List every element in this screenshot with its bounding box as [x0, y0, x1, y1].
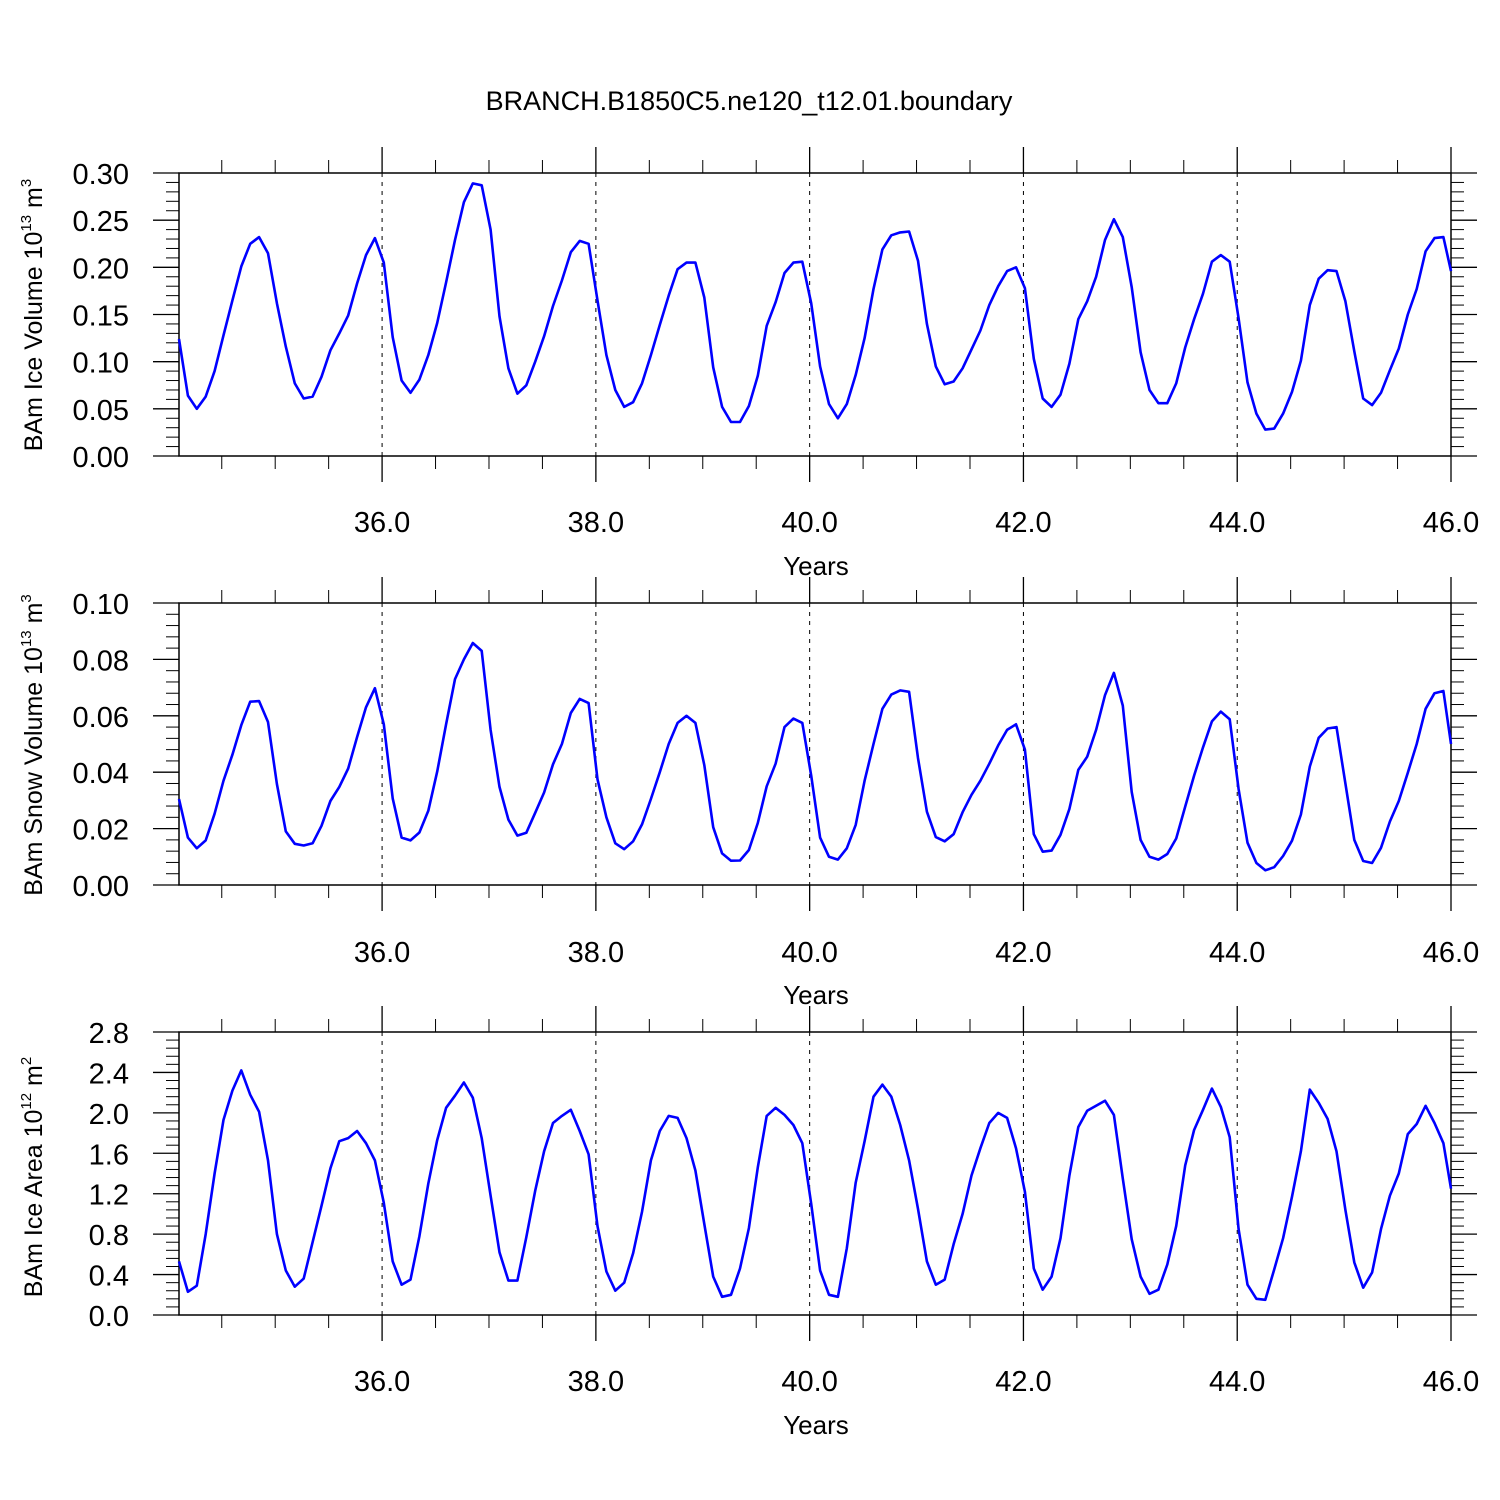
y-tick-label: 0.02	[73, 815, 129, 847]
y-tick-label: 1.6	[89, 1139, 129, 1171]
y-tick-label: 0.10	[73, 589, 129, 621]
y-tick-label: 0.0	[89, 1301, 129, 1333]
y-tick-label: 0.20	[73, 253, 129, 285]
x-tick-label: 36.0	[354, 937, 410, 969]
x-tick-label: 42.0	[995, 1366, 1051, 1398]
plot-frame	[178, 1031, 1452, 1316]
y-axis-title-unit-exponent: 3	[18, 179, 35, 187]
y-tick-label: 2.8	[89, 1018, 129, 1050]
series-line	[177, 641, 1453, 872]
y-axis-title: BAm Ice Volume 1013 m3	[18, 179, 48, 451]
x-tick-label: 46.0	[1423, 507, 1479, 539]
x-tick-label: 46.0	[1423, 937, 1479, 969]
y-tick-label: 0.25	[73, 206, 129, 238]
y-axis-title-unit: m	[20, 187, 48, 215]
y-axis-title: BAm Ice Area 1012 m2	[18, 1057, 48, 1297]
y-axis-title-unit: m	[20, 603, 48, 631]
x-tick-label: 46.0	[1423, 1366, 1479, 1398]
x-tick-label: 38.0	[568, 937, 624, 969]
x-tick-label: 38.0	[568, 507, 624, 539]
panel-snow-volume: 36.0 38.0 40.0 42.0 44.0 46.0 0.00 0.02 0.04 0.06…	[18, 577, 1479, 1010]
x-tick-label: 44.0	[1209, 507, 1265, 539]
x-tick-label: 40.0	[781, 507, 837, 539]
y-tick-label: 0.08	[73, 645, 129, 677]
x-tick-label: 36.0	[354, 1366, 410, 1398]
y-tick-label: 0.00	[73, 442, 129, 474]
y-axis-title-unit-exponent: 3	[18, 594, 35, 602]
y-axis-title-exponent: 13	[18, 630, 35, 647]
panel-ice-area: 36.0 38.0 40.0 42.0 44.0 46.0 0.0 0.4 0.8 1.2 1.6 2…	[18, 1006, 1479, 1440]
x-tick-label: 40.0	[781, 937, 837, 969]
y-tick-label: 0.05	[73, 395, 129, 427]
y-tick-label: 0.06	[73, 702, 129, 734]
y-axis-title-unit-exponent: 2	[18, 1057, 35, 1065]
x-tick-label: 42.0	[995, 507, 1051, 539]
plot-frame	[178, 172, 1452, 457]
y-axis-title-exponent: 12	[18, 1093, 35, 1110]
series-line	[177, 1069, 1453, 1302]
y-tick-label: 0.8	[89, 1220, 129, 1252]
y-axis-title-unit: m	[20, 1065, 48, 1093]
x-axis-title: Years	[783, 980, 849, 1010]
y-tick-label: 2.4	[89, 1058, 129, 1090]
x-tick-label: 36.0	[354, 507, 410, 539]
y-tick-label: 0.00	[73, 871, 129, 903]
y-tick-label: 0.04	[73, 758, 129, 790]
x-tick-label: 40.0	[781, 1366, 837, 1398]
y-axis-title-text: BAm Ice Volume 10	[20, 232, 48, 452]
series-line	[177, 182, 1453, 431]
panel-ice-volume: 36.0 38.0 40.0 42.0 44.0 46.0 0.00 0.05 0.10 0.15…	[18, 147, 1479, 581]
x-tick-label: 38.0	[568, 1366, 624, 1398]
figure-title: BRANCH.B1850C5.ne120_t12.01.boundary	[486, 86, 1013, 116]
y-tick-label: 0.4	[89, 1261, 129, 1293]
x-tick-label: 42.0	[995, 937, 1051, 969]
x-axis-title: Years	[783, 551, 849, 581]
plot-frame	[178, 602, 1452, 886]
y-axis-title-text: BAm Ice Area 10	[20, 1110, 48, 1298]
y-axis-title-text: BAm Snow Volume 10	[20, 647, 48, 896]
x-axis-title: Years	[783, 1410, 849, 1440]
x-tick-label: 44.0	[1209, 1366, 1265, 1398]
y-tick-label: 2.0	[89, 1099, 129, 1131]
y-tick-label: 1.2	[89, 1180, 129, 1212]
y-axis-title: BAm Snow Volume 1013 m3	[18, 594, 48, 896]
y-axis-title-exponent: 13	[18, 215, 35, 232]
y-tick-label: 0.30	[73, 159, 129, 191]
y-tick-label: 0.15	[73, 301, 129, 333]
y-tick-label: 0.10	[73, 348, 129, 380]
x-tick-label: 44.0	[1209, 937, 1265, 969]
